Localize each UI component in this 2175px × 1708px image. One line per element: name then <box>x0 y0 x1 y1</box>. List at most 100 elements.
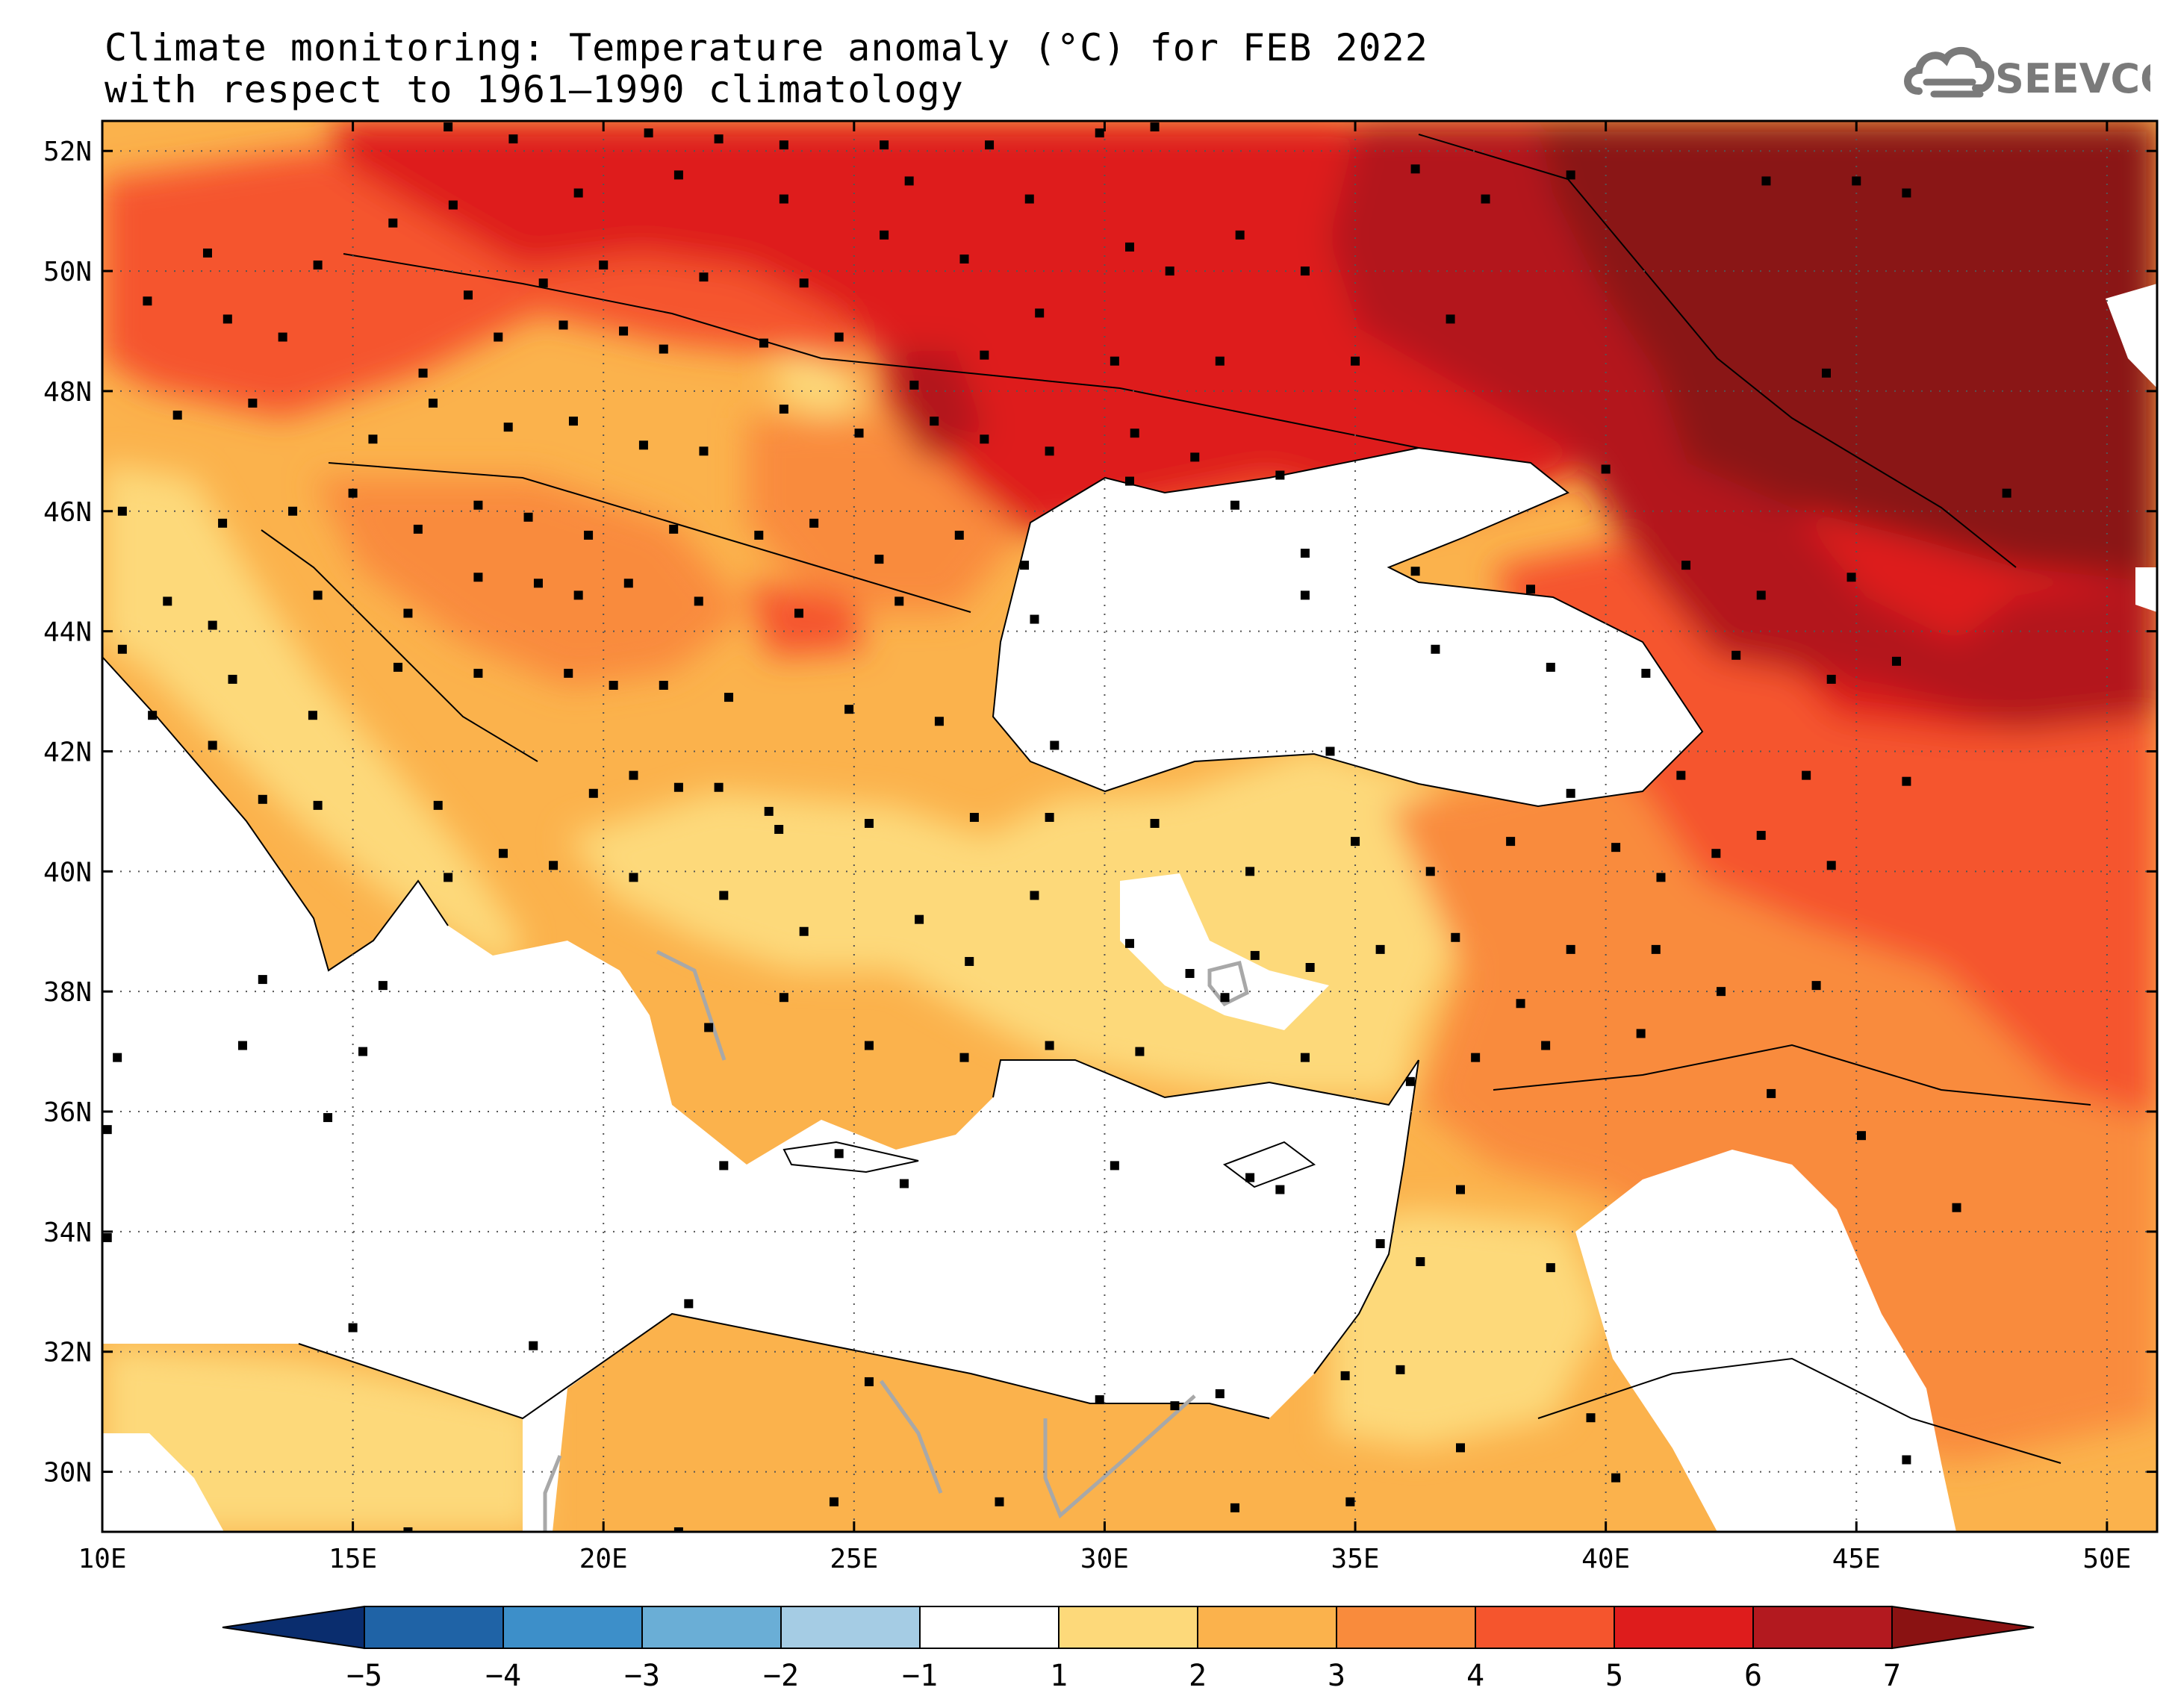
caspian-north-neutral <box>2106 284 2157 388</box>
station-marker <box>1185 969 1195 979</box>
station-marker <box>1300 267 1310 276</box>
colorbar-segment <box>1336 1606 1476 1649</box>
map-grid <box>102 121 2157 1532</box>
lat-tick-label: 42N <box>43 737 92 767</box>
colorbar-tick-label: −5 <box>346 1659 382 1693</box>
station-marker <box>659 344 668 354</box>
colorbar-segment <box>1614 1606 1754 1649</box>
caspian-coast-neutral <box>2135 567 2157 612</box>
colorbar-tick-label: 3 <box>1328 1659 1345 1693</box>
station-marker <box>719 891 729 900</box>
station-marker <box>523 512 533 522</box>
station-marker <box>1566 944 1575 954</box>
station-marker <box>278 332 287 342</box>
station-marker <box>208 741 217 750</box>
anomaly-band-1-2-carpathians <box>777 343 866 418</box>
station-marker <box>1325 747 1335 756</box>
station-marker <box>599 261 609 270</box>
station-marker <box>448 200 458 210</box>
colorbar-segment <box>1752 1606 1893 1649</box>
station-marker <box>930 417 939 426</box>
station-marker <box>1891 656 1901 666</box>
station-marker <box>809 518 819 528</box>
station-marker <box>538 278 548 288</box>
station-marker <box>794 608 803 618</box>
station-marker <box>1375 944 1385 954</box>
station-marker <box>288 506 298 516</box>
station-marker <box>1636 1029 1646 1038</box>
station-marker <box>719 1161 729 1171</box>
adriatic-east-coast <box>261 529 538 762</box>
station-marker <box>1190 452 1200 462</box>
station-marker <box>774 825 784 835</box>
station-marker <box>1811 981 1821 991</box>
station-marker <box>1045 812 1054 822</box>
lon-tick-label: 30E <box>1080 1544 1129 1574</box>
station-marker <box>1541 1041 1551 1050</box>
colorbar-segment <box>780 1606 921 1649</box>
station-marker <box>403 608 413 618</box>
station-marker <box>1300 590 1310 600</box>
station-marker <box>1030 891 1039 900</box>
station-marker <box>2002 488 2011 498</box>
station-marker <box>573 590 583 600</box>
lake-tuz-contour <box>1207 960 1249 1007</box>
station-marker <box>1250 950 1260 960</box>
sea-and-neutral-areas <box>102 284 2157 1532</box>
station-marker <box>433 800 443 810</box>
station-marker <box>779 194 788 204</box>
station-marker <box>864 1377 874 1386</box>
map-title: Climate monitoring: Temperature anomaly … <box>105 26 1428 69</box>
station-marker <box>834 1149 844 1159</box>
station-marker <box>1416 1257 1425 1267</box>
lat-tick-label: 50N <box>43 257 92 287</box>
station-marker <box>980 350 989 360</box>
station-marker <box>799 278 809 288</box>
station-marker <box>1826 861 1836 870</box>
azov-sea <box>1329 463 1523 545</box>
lat-tick-label: 36N <box>43 1097 92 1128</box>
station-marker <box>1676 770 1686 780</box>
latitude-labels: 52N 50N 48N 46N 44N 42N 40N 38N 36N 34N 32N 30N <box>43 137 92 1488</box>
station-marker <box>619 326 629 336</box>
station-marker <box>1150 122 1160 132</box>
station-marker <box>584 530 594 540</box>
station-marker <box>1340 1371 1350 1380</box>
station-marker <box>1611 1473 1621 1483</box>
station-marker <box>1446 314 1455 324</box>
station-marker <box>1651 944 1661 954</box>
station-marker <box>1481 194 1490 204</box>
lat-tick-label: 30N <box>43 1458 92 1489</box>
colorbar-tick-label: 5 <box>1605 1659 1623 1693</box>
colorbar-tick-label: −4 <box>485 1659 521 1693</box>
station-marker <box>358 1047 368 1056</box>
station-marker <box>1431 644 1440 654</box>
station-marker <box>880 140 889 150</box>
station-marker <box>1846 573 1856 582</box>
station-marker <box>228 674 237 684</box>
colorbar-segment <box>1197 1606 1337 1649</box>
station-marker <box>954 530 964 540</box>
station-marker <box>1456 1185 1466 1194</box>
station-marker <box>564 668 573 678</box>
station-marker <box>558 320 568 330</box>
station-marker <box>1135 1047 1145 1056</box>
station-marker <box>1020 561 1030 570</box>
station-marker <box>1902 188 1911 198</box>
tunisia-neutral <box>102 1433 224 1532</box>
river-greece <box>656 950 726 1061</box>
station-marker <box>1035 308 1045 318</box>
station-marker <box>864 1041 874 1050</box>
station-marker <box>1150 818 1160 828</box>
station-marker <box>623 579 633 588</box>
axis-ticks <box>101 121 2157 1532</box>
anatolia-south-coast <box>992 1059 1419 1106</box>
station-marker <box>1215 356 1225 366</box>
station-marker <box>1756 590 1766 600</box>
seevccc-logo: SEEVCCC <box>1904 39 2175 106</box>
station-marker <box>1471 1053 1481 1062</box>
station-marker <box>1024 194 1034 204</box>
station-marker <box>218 518 228 528</box>
station-marker <box>1506 837 1516 847</box>
black-sea <box>993 448 1702 806</box>
